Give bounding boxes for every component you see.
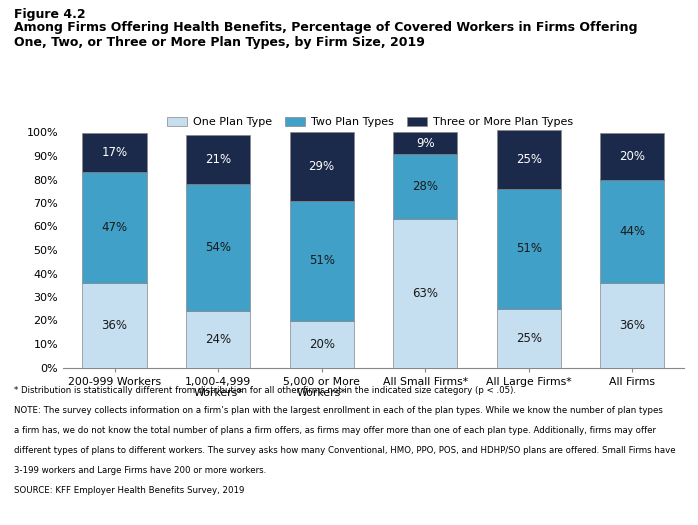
Text: Figure 4.2: Figure 4.2 bbox=[14, 8, 86, 21]
Text: * Distribution is statistically different from distribution for all other firms : * Distribution is statistically differen… bbox=[14, 386, 516, 395]
Text: different types of plans to different workers. The survey asks how many Conventi: different types of plans to different wo… bbox=[14, 446, 676, 455]
Text: 36%: 36% bbox=[619, 319, 645, 332]
Text: 3-199 workers and Large Firms have 200 or more workers.: 3-199 workers and Large Firms have 200 o… bbox=[14, 466, 266, 475]
Bar bbox=[82, 283, 147, 368]
Text: 20%: 20% bbox=[309, 338, 334, 351]
Text: 63%: 63% bbox=[413, 287, 438, 300]
Text: 24%: 24% bbox=[205, 333, 231, 346]
Text: 20%: 20% bbox=[619, 150, 645, 163]
Bar bbox=[393, 219, 457, 368]
Bar bbox=[600, 283, 664, 368]
Text: 47%: 47% bbox=[101, 221, 128, 234]
Text: One, Two, or Three or More Plan Types, by Firm Size, 2019: One, Two, or Three or More Plan Types, b… bbox=[14, 36, 425, 49]
Bar bbox=[290, 132, 354, 201]
Bar bbox=[497, 309, 560, 368]
Text: 25%: 25% bbox=[516, 332, 542, 344]
Bar bbox=[290, 320, 354, 368]
Text: 44%: 44% bbox=[619, 225, 646, 238]
Text: 17%: 17% bbox=[101, 146, 128, 159]
Bar bbox=[82, 172, 147, 283]
Text: 36%: 36% bbox=[102, 319, 128, 332]
Bar bbox=[497, 130, 560, 189]
Legend: One Plan Type, Two Plan Types, Three or More Plan Types: One Plan Type, Two Plan Types, Three or … bbox=[164, 113, 576, 131]
Text: 51%: 51% bbox=[516, 243, 542, 255]
Bar bbox=[393, 154, 457, 219]
Bar bbox=[290, 201, 354, 320]
Text: 54%: 54% bbox=[205, 241, 231, 254]
Bar bbox=[497, 189, 560, 309]
Text: Among Firms Offering Health Benefits, Percentage of Covered Workers in Firms Off: Among Firms Offering Health Benefits, Pe… bbox=[14, 21, 637, 34]
Text: 25%: 25% bbox=[516, 153, 542, 166]
Bar bbox=[600, 132, 664, 180]
Bar bbox=[186, 135, 250, 184]
Text: 29%: 29% bbox=[309, 160, 335, 173]
Bar bbox=[186, 311, 250, 368]
Bar bbox=[186, 184, 250, 311]
Text: a firm has, we do not know the total number of plans a firm offers, as firms may: a firm has, we do not know the total num… bbox=[14, 426, 656, 435]
Bar bbox=[393, 132, 457, 154]
Text: 51%: 51% bbox=[309, 254, 334, 267]
Text: SOURCE: KFF Employer Health Benefits Survey, 2019: SOURCE: KFF Employer Health Benefits Sur… bbox=[14, 486, 244, 495]
Bar bbox=[82, 132, 147, 172]
Text: 28%: 28% bbox=[413, 180, 438, 193]
Text: 9%: 9% bbox=[416, 136, 435, 150]
Text: NOTE: The survey collects information on a firm’s plan with the largest enrollme: NOTE: The survey collects information on… bbox=[14, 406, 663, 415]
Bar bbox=[600, 180, 664, 283]
Text: 21%: 21% bbox=[205, 153, 231, 166]
